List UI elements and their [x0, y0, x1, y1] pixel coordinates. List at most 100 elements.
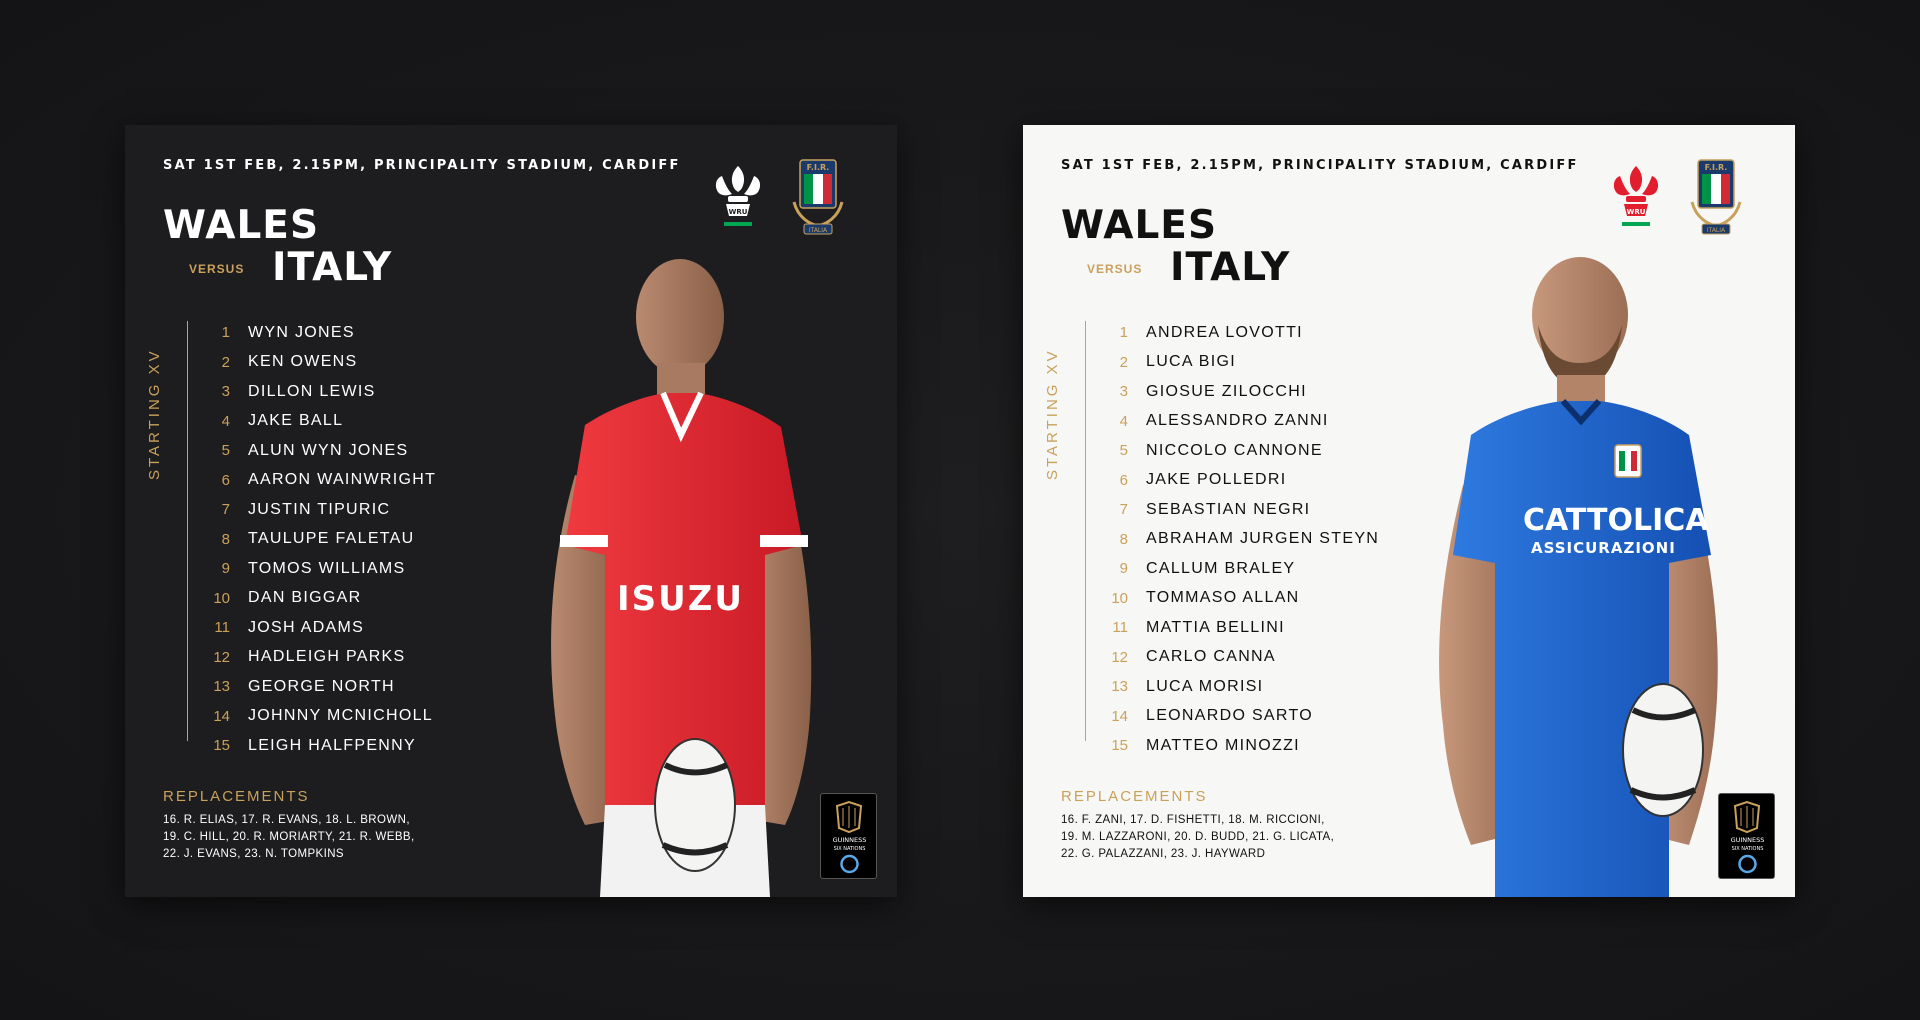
replacements-line: 22. G. PALAZZANI, 23. J. HAYWARD — [1061, 848, 1266, 860]
player-name: MATTEO MINOZZI — [1146, 736, 1300, 754]
list-item: 8 ABRAHAM JURGEN STEYN — [1098, 525, 1379, 555]
player-number: 13 — [1111, 678, 1128, 696]
player-head — [1532, 257, 1628, 373]
player-name: JUSTIN TIPURIC — [248, 500, 391, 518]
player-name: LEIGH HALFPENNY — [248, 736, 416, 754]
player-number: 2 — [1119, 353, 1128, 371]
list-item: 14 LEONARDO SARTO — [1098, 702, 1379, 732]
player-number: 15 — [1111, 737, 1128, 755]
fir-logo-text: F.I.R. — [1705, 163, 1728, 172]
player-name: ABRAHAM JURGEN STEYN — [1146, 530, 1380, 548]
fir-logo: F.I.R. ITALIA — [792, 159, 844, 235]
list-item: 15 LEIGH HALFPENNY — [200, 731, 436, 761]
replacements-list: 16. F. ZANI, 17. D. FISHETTI, 18. M. RIC… — [1061, 812, 1391, 863]
wru-logo: WRU — [1613, 166, 1659, 226]
team-card-italy: SAT 1ST FEB, 2.15PM, PRINCIPALITY STADIU… — [1023, 125, 1795, 897]
player-number: 11 — [214, 619, 230, 637]
player-name: LUCA BIGI — [1146, 353, 1236, 371]
shirt-sponsor-text: ISUZU — [617, 579, 744, 619]
list-item: 13 LUCA MORISI — [1098, 672, 1379, 702]
player-name: DILLON LEWIS — [248, 382, 376, 400]
player-number: 6 — [1119, 471, 1128, 489]
player-name: TOMOS WILLIAMS — [248, 559, 406, 577]
wru-logo: WRU — [715, 166, 761, 226]
player-name: CARLO CANNA — [1146, 648, 1276, 666]
player-number: 11 — [1112, 619, 1128, 637]
starting-xv-label: STARTING XV — [146, 348, 163, 480]
fir-logo-text: F.I.R. — [807, 163, 830, 172]
player-number: 5 — [1119, 442, 1128, 460]
versus-label: VERSUS — [189, 262, 245, 276]
player-name: LUCA MORISI — [1146, 677, 1264, 695]
list-item: 4 JAKE BALL — [200, 407, 436, 437]
replacements-line: 19. M. LAZZARONI, 20. D. BUDD, 21. G. LI… — [1061, 831, 1335, 843]
player-name: JOHNNY MCNICHOLL — [248, 707, 433, 725]
player-name: TOMMASO ALLAN — [1146, 589, 1300, 607]
away-team-title: ITALY — [1170, 245, 1291, 290]
list-item: 13 GEORGE NORTH — [200, 672, 436, 702]
list-item: 10 DAN BIGGAR — [200, 584, 436, 614]
list-item: 12 CARLO CANNA — [1098, 643, 1379, 673]
player-number: 6 — [221, 471, 230, 489]
list-item: 7 JUSTIN TIPURIC — [200, 495, 436, 525]
guinness-six-nations-logo: GUINNESS SIX NATIONS — [1718, 793, 1775, 879]
player-name: TAULUPE FALETAU — [248, 530, 415, 548]
wales-shirt — [565, 393, 803, 805]
player-number: 3 — [221, 383, 230, 401]
list-item: 15 MATTEO MINOZZI — [1098, 731, 1379, 761]
shirt-sponsor-subtext: ASSICURAZIONI — [1531, 539, 1676, 557]
versus-label: VERSUS — [1087, 262, 1143, 276]
player-number: 3 — [1119, 383, 1128, 401]
list-item: 11 JOSH ADAMS — [200, 613, 436, 643]
replacements-list: 16. R. ELIAS, 17. R. EVANS, 18. L. BROWN… — [163, 812, 493, 863]
divider-line — [187, 321, 188, 741]
home-team-title: WALES — [163, 203, 320, 248]
player-name: GIOSUE ZILOCCHI — [1146, 382, 1307, 400]
wru-logo-text: WRU — [729, 208, 748, 216]
player-name: JAKE POLLEDRI — [1146, 471, 1287, 489]
replacements-title: REPLACEMENTS — [1061, 788, 1208, 805]
player-number: 4 — [1119, 412, 1128, 430]
list-item: 2 LUCA BIGI — [1098, 348, 1379, 378]
replacements-line: 22. J. EVANS, 23. N. TOMPKINS — [163, 848, 344, 860]
player-number: 4 — [221, 412, 230, 430]
away-team-title: ITALY — [272, 245, 393, 290]
player-number: 8 — [1119, 530, 1128, 548]
replacements-title: REPLACEMENTS — [163, 788, 310, 805]
match-info: SAT 1ST FEB, 2.15PM, PRINCIPALITY STADIU… — [163, 158, 681, 173]
player-photo-wales: ISUZU — [551, 259, 812, 897]
team-card-wales: SAT 1ST FEB, 2.15PM, PRINCIPALITY STADIU… — [125, 125, 897, 897]
player-number: 7 — [1119, 501, 1128, 519]
list-item: 3 GIOSUE ZILOCCHI — [1098, 377, 1379, 407]
player-head — [636, 259, 724, 375]
player-name: SEBASTIAN NEGRI — [1146, 500, 1311, 518]
player-number: 1 — [1119, 324, 1128, 342]
player-number: 9 — [1119, 560, 1128, 578]
player-number: 2 — [221, 353, 230, 371]
replacements-line: 16. R. ELIAS, 17. R. EVANS, 18. L. BROWN… — [163, 814, 410, 826]
player-number: 7 — [221, 501, 230, 519]
list-item: 3 DILLON LEWIS — [200, 377, 436, 407]
player-number: 13 — [213, 678, 230, 696]
list-item: 1 ANDREA LOVOTTI — [1098, 318, 1379, 348]
player-name: JOSH ADAMS — [248, 618, 365, 636]
wru-logo-text: WRU — [1627, 208, 1646, 216]
list-item: 6 JAKE POLLEDRI — [1098, 466, 1379, 496]
player-name: ANDREA LOVOTTI — [1146, 323, 1303, 341]
starting-xv-label: STARTING XV — [1044, 348, 1061, 480]
divider-line — [1085, 321, 1086, 741]
player-number: 14 — [213, 707, 230, 725]
player-number: 8 — [221, 530, 230, 548]
list-item: 9 TOMOS WILLIAMS — [200, 554, 436, 584]
player-name: GEORGE NORTH — [248, 677, 395, 695]
player-number: 12 — [1111, 648, 1128, 666]
replacements-line: 19. C. HILL, 20. R. MORIARTY, 21. R. WEB… — [163, 831, 415, 843]
sponsor-line: SIX NATIONS — [834, 846, 866, 852]
list-item: 5 NICCOLO CANNONE — [1098, 436, 1379, 466]
list-item: 1 WYN JONES — [200, 318, 436, 348]
player-number: 10 — [213, 589, 230, 607]
home-team-title: WALES — [1061, 203, 1218, 248]
sponsor-line: GUINNESS — [833, 836, 867, 844]
list-item: 12 HADLEIGH PARKS — [200, 643, 436, 673]
player-number: 9 — [221, 560, 230, 578]
